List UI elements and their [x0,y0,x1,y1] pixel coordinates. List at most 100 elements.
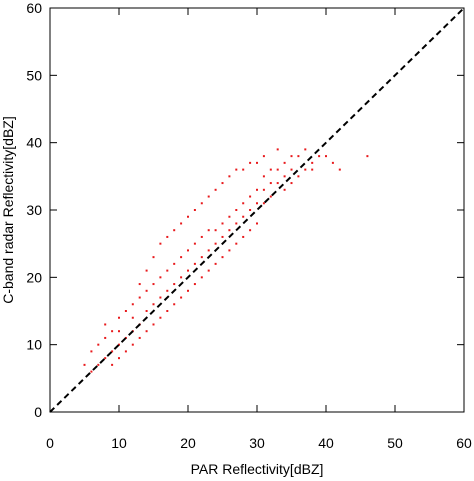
data-point [256,222,258,225]
data-point [152,256,155,259]
data-point [235,209,238,211]
data-point [193,283,196,286]
data-point [207,229,210,232]
data-point [193,209,196,211]
data-point [242,215,245,218]
data-point [200,202,203,205]
data-point [249,209,252,211]
data-point [290,168,293,171]
data-point [214,229,217,232]
data-point [276,182,279,185]
data-point [152,323,155,326]
one-to-one-line [49,7,465,413]
data-point [180,256,183,259]
data-point [207,195,210,198]
x-tick-label: 50 [387,435,403,451]
data-point [207,249,210,252]
data-point [228,249,231,252]
data-point [304,168,307,171]
data-point [159,276,162,279]
data-point [228,215,231,218]
data-point [283,161,286,164]
data-point [187,249,189,252]
data-point [145,330,148,333]
data-point [228,175,231,178]
data-point [297,175,300,178]
data-point [269,195,272,198]
data-point [262,155,265,158]
data-point [214,188,217,191]
y-tick-label: 50 [26,67,42,83]
data-point [111,363,114,366]
data-point [256,202,258,205]
data-point [138,283,141,286]
data-point [262,175,265,178]
data-point [221,235,224,238]
data-point [290,155,293,158]
data-point [97,343,100,346]
data-point [235,242,238,245]
y-tick-label: 60 [26,0,42,16]
data-point [276,148,279,151]
data-point [138,336,141,339]
data-point [200,256,203,259]
data-point [283,188,286,191]
data-point [152,303,155,306]
data-point [180,222,183,225]
data-point [249,161,252,164]
data-point [262,202,265,205]
data-point [235,168,238,171]
data-point [131,316,134,319]
x-tick-label: 30 [249,435,265,451]
data-point [145,289,148,292]
data-point [90,350,93,353]
data-point [325,155,327,158]
data-point [180,296,183,299]
data-point [297,155,300,158]
data-point [290,182,293,185]
data-point [159,296,162,299]
data-point [118,330,120,333]
data-point [193,262,196,265]
data-point [124,336,127,339]
data-point [256,188,258,191]
data-point [269,168,272,171]
y-tick-label: 30 [26,202,42,218]
data-point [311,168,314,171]
data-point [221,182,224,185]
x-axis-ticks: 0 10 20 30 40 50 60 [46,8,472,451]
data-point [187,269,189,272]
data-point [242,168,245,171]
data-point [97,363,100,366]
data-point [159,242,162,245]
x-tick-label: 60 [456,435,472,451]
data-point [249,195,252,198]
data-point [124,310,127,312]
data-point [104,357,107,360]
y-tick-label: 20 [26,269,42,285]
x-tick-label: 10 [111,435,127,451]
data-point [262,188,265,191]
data-point [159,316,162,319]
data-point [173,262,176,265]
data-point [138,296,141,299]
data-point [83,363,86,366]
data-point [104,336,107,339]
data-point [200,235,203,238]
y-axis-label: C-band radar Reflectivity[dBZ] [0,116,16,304]
data-point [269,182,272,185]
data-point [228,229,231,232]
data-point [249,229,252,232]
data-point [145,269,148,272]
y-tick-label: 10 [26,337,42,353]
y-axis-ticks: 0 10 20 30 40 50 60 [26,0,464,420]
y-tick-label: 40 [26,135,42,151]
data-point [166,235,169,238]
data-points [83,148,369,373]
data-point [283,175,286,178]
data-point [152,283,155,286]
data-point [131,343,134,346]
data-point [111,330,114,333]
data-point [173,303,176,306]
